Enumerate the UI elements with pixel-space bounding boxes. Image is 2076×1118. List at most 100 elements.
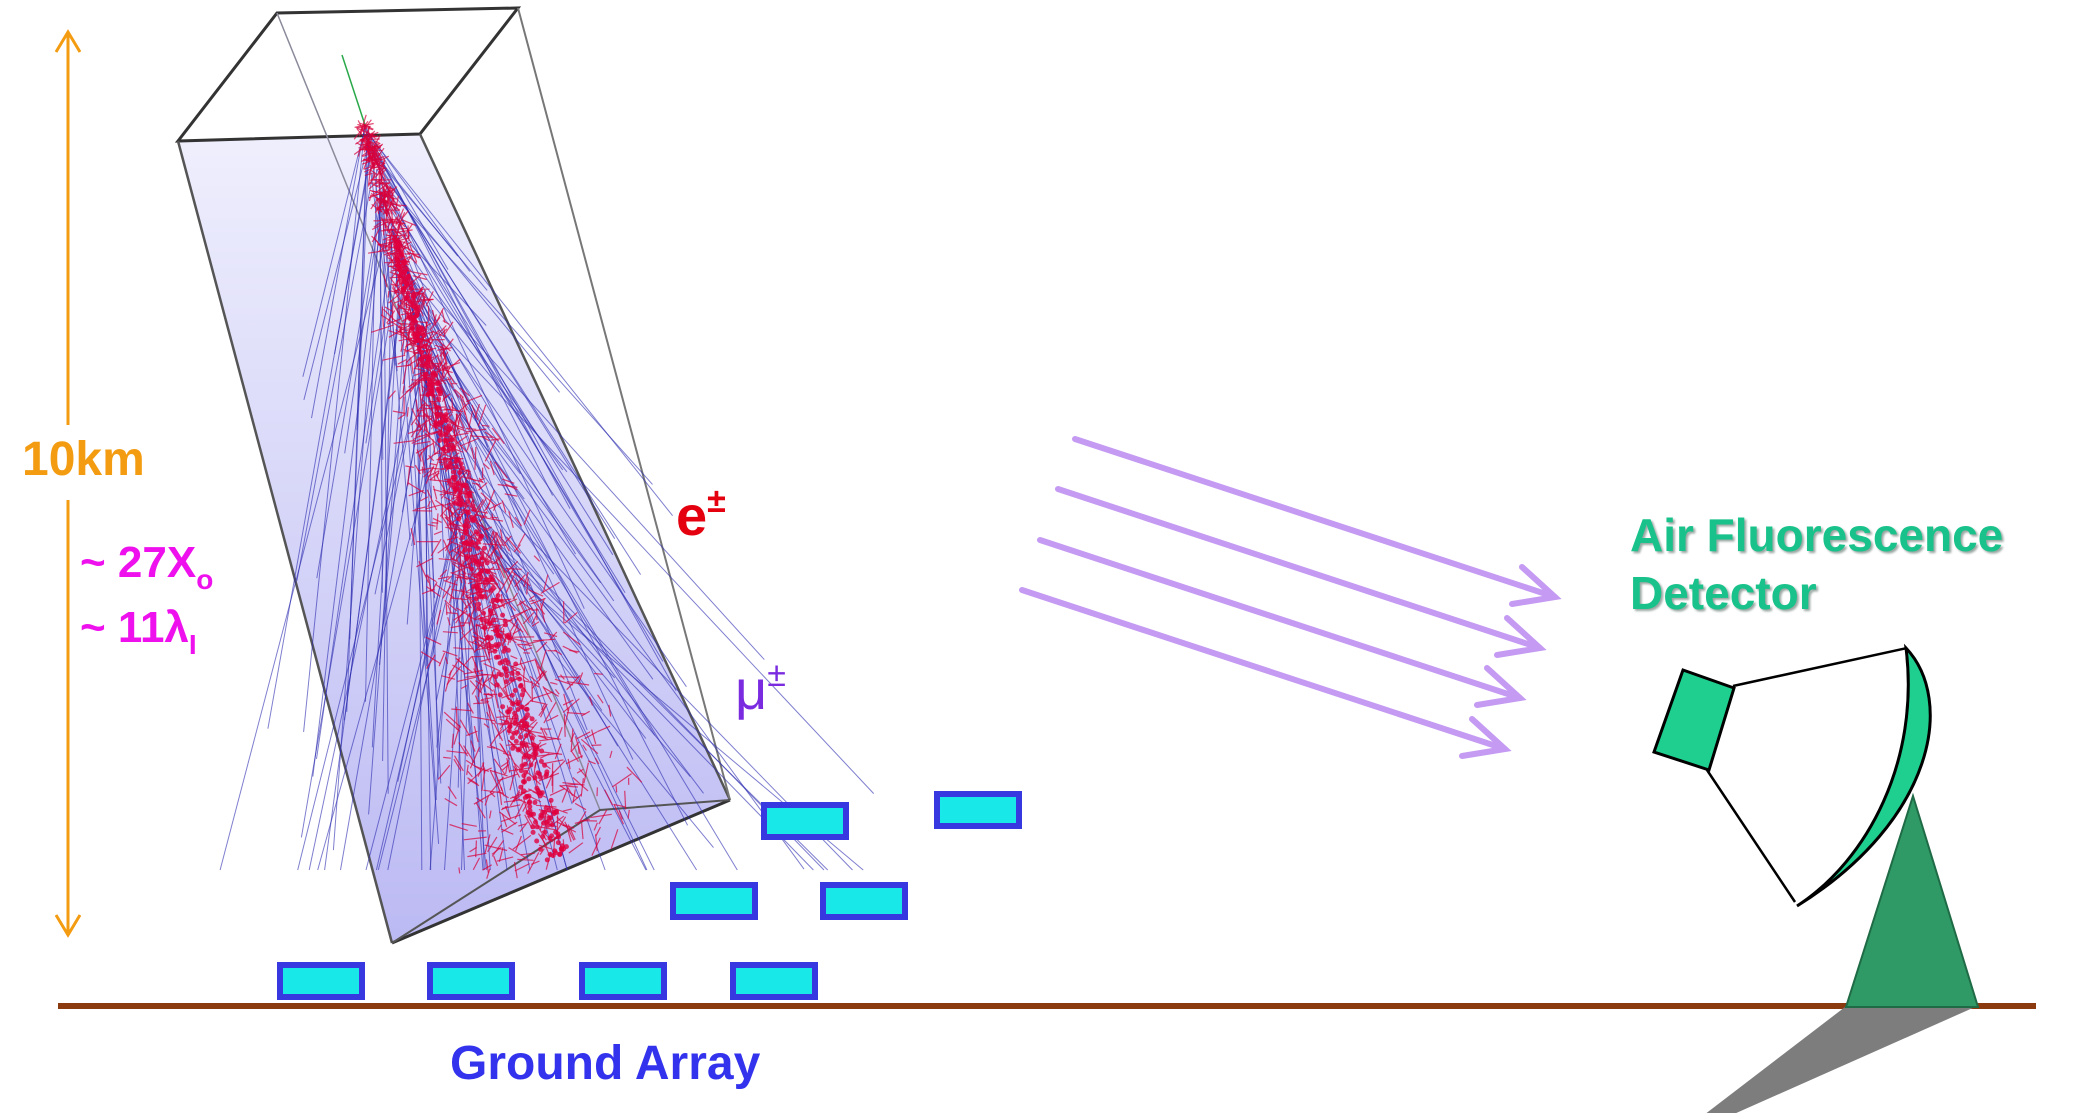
shower-core-hit: [443, 412, 448, 417]
shower-core-hit: [540, 834, 545, 839]
shower-core-hit: [504, 679, 509, 684]
shower-core-hit: [507, 724, 512, 729]
shower-core-hit: [538, 790, 543, 795]
shower-core-hit: [513, 718, 518, 723]
shower-core-hit: [449, 465, 454, 470]
shower-core-hit: [411, 299, 416, 304]
shower-core-hit: [458, 502, 463, 507]
shower-core-hit: [496, 655, 501, 660]
shower-core-hit: [467, 547, 472, 552]
shower-core-hit: [530, 716, 535, 721]
interaction-length-subscript: I: [189, 629, 197, 660]
shower-core-hit: [514, 730, 519, 735]
shower-core-hit: [553, 830, 558, 835]
shower-core-hit: [451, 470, 456, 475]
shower-core-hit: [522, 779, 527, 784]
shower-core-hit: [457, 470, 462, 475]
shower-core-hit: [506, 648, 511, 653]
radiation-length-subscript: o: [196, 564, 213, 595]
shower-core-hit: [540, 810, 545, 815]
muon-charge: ±: [767, 656, 786, 694]
shower-core-hit: [442, 457, 447, 462]
shower-core-hit: [485, 635, 490, 640]
shower-core-hit: [495, 627, 500, 632]
shower-core-hit: [516, 748, 521, 753]
shower-core-hit: [482, 625, 487, 630]
shower-core-hit: [452, 486, 457, 491]
shower-core-hit: [476, 606, 481, 611]
electron-track: [616, 785, 617, 792]
shower-core-hit: [500, 613, 505, 618]
fluorescence-detector-label: Air Fluorescence Detector: [1630, 506, 2003, 622]
shower-core-hit: [456, 481, 461, 486]
shower-core-hit: [518, 735, 523, 740]
shower-core-hit: [395, 249, 400, 254]
electron-symbol: e: [676, 484, 707, 547]
shower-core-hit: [495, 598, 500, 603]
shower-core-hit: [538, 847, 543, 852]
shower-core-hit: [538, 775, 543, 780]
shower-core-hit: [498, 633, 503, 638]
shower-core-hit: [456, 497, 461, 502]
muon-label: μ±: [735, 662, 786, 718]
shower-core-hit: [407, 316, 412, 321]
shower-core-hit: [476, 602, 481, 607]
shower-core-hit: [428, 390, 433, 395]
shower-core-hit: [476, 592, 481, 597]
shower-core-hit: [539, 749, 544, 754]
shower-core-hit: [490, 577, 495, 582]
shower-core-hit: [527, 794, 532, 799]
shower-core-hit: [520, 741, 525, 746]
electron-track: [471, 656, 485, 657]
radiation-length-label: ~ 27Xo: [80, 533, 213, 598]
shower-core-hit: [519, 683, 524, 688]
shower-core-hit: [519, 768, 524, 773]
shower-core-hit: [544, 772, 549, 777]
shower-core-hit: [480, 555, 485, 560]
shower-core-hit: [454, 464, 459, 469]
shower-core-hit: [458, 490, 463, 495]
shower-core-hit: [497, 642, 502, 647]
shower-core-hit: [436, 406, 441, 411]
shower-core-hit: [479, 617, 484, 622]
shower-core-hit: [431, 374, 436, 379]
shower-core-hit: [516, 700, 521, 705]
shower-core-hit: [500, 704, 505, 709]
shower-core-hit: [480, 551, 485, 556]
ground-detector: [673, 885, 755, 917]
electron-track: [558, 677, 579, 678]
shower-core-hit: [489, 610, 494, 615]
fluorescence-detector-label-line2: Detector: [1630, 564, 2003, 622]
shower-core-hit: [435, 414, 440, 419]
ground-detector: [937, 794, 1019, 826]
shower-core-hit: [492, 649, 497, 654]
shower-core-hit: [410, 326, 415, 331]
shower-core-hit: [444, 439, 449, 444]
shower-core-hit: [550, 823, 555, 828]
shower-core-hit: [419, 325, 424, 330]
electron-track: [398, 332, 407, 333]
shower-core-hit: [549, 798, 554, 803]
ground-detector: [582, 965, 664, 997]
shower-core-hit: [456, 516, 461, 521]
shower-core-hit: [476, 540, 481, 545]
ground-detector: [733, 965, 815, 997]
shower-core-hit: [441, 447, 446, 452]
shower-core-hit: [506, 709, 511, 714]
shower-core-hit: [515, 671, 520, 676]
shower-core-hit: [518, 785, 523, 790]
shower-core-hit: [428, 382, 433, 387]
shower-core-hit: [396, 258, 401, 263]
shower-core-hit: [415, 305, 420, 310]
shower-core-hit: [397, 241, 402, 246]
camera-box: [1654, 670, 1734, 770]
muon-symbol: μ: [735, 658, 767, 721]
shower-core-hit: [435, 387, 440, 392]
shower-core-hit: [498, 661, 503, 666]
shower-core-hit: [559, 846, 564, 851]
shower-core-hit: [404, 267, 409, 272]
primary-track: [342, 55, 365, 125]
fluorescence-rays: [1022, 439, 1555, 756]
shower-core-hit: [527, 800, 532, 805]
shower-core-hit: [498, 692, 503, 697]
